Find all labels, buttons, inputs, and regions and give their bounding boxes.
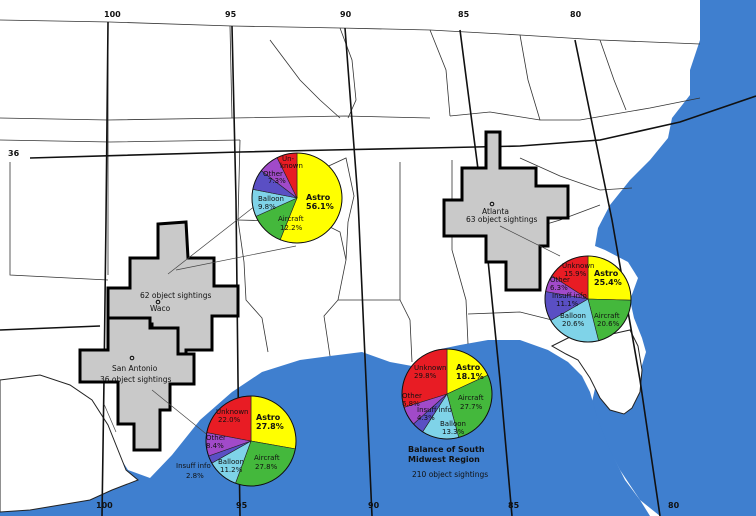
lon-label-85-top: 85 <box>458 10 470 19</box>
pie-chart-waco <box>251 152 343 244</box>
balance-sightings-label: 210 object sightings <box>412 470 488 479</box>
waco-balloon-name: Balloon <box>258 195 284 203</box>
pie-chart-san-antonio <box>205 395 297 487</box>
waco-aircraft-name: Aircraft <box>278 215 304 223</box>
lon-label-85-bottom: 85 <box>508 501 520 510</box>
atlanta-insuff-name: Insuff info <box>552 292 587 300</box>
lat-label-36: 36 <box>8 149 20 158</box>
lon-label-90-bottom: 90 <box>368 501 380 510</box>
waco-city-marker <box>155 299 161 305</box>
sa-other-pct: 8.4% <box>206 442 224 450</box>
atlanta-astro-pct: 25.4% <box>594 278 622 287</box>
bal-unknown-pct: 29.8% <box>414 372 437 380</box>
sa-insuff-name: Insuff info <box>176 462 211 470</box>
atlanta-other-name: Other <box>550 276 570 284</box>
bal-balloon-pct: 13.3% <box>442 428 465 436</box>
waco-unknown-name: Un- <box>282 155 295 163</box>
sa-astro-pct: 27.8% <box>256 422 284 431</box>
atlanta-aircraft-pct: 20.6% <box>597 320 620 328</box>
sa-unknown-name: Unknown <box>216 408 249 416</box>
san-antonio-sightings-label: 36 object sightings <box>100 375 171 384</box>
waco-name-label: Waco <box>150 304 171 313</box>
bal-balloon-name: Balloon <box>440 420 466 428</box>
waco-balloon-pct: 9.8% <box>258 203 276 211</box>
san-antonio-region <box>78 316 196 452</box>
pie-chart-balance <box>401 348 493 440</box>
waco-pie-outline <box>251 152 343 244</box>
bal-astro-pct: 18.1% <box>456 372 484 381</box>
lon-label-95-top: 95 <box>225 10 237 19</box>
sa-astro-name: Astro <box>256 413 281 422</box>
bal-other-pct: 6.8% <box>402 400 420 408</box>
pie-chart-atlanta <box>544 255 632 343</box>
atlanta-unknown-name: Unknown <box>562 262 595 270</box>
atlanta-city-marker <box>489 201 495 207</box>
pie-labels-atlanta: Astro 25.4% Aircraft 20.6% Balloon 20.6%… <box>550 262 622 328</box>
atlanta-region <box>442 130 570 292</box>
sa-aircraft-name: Aircraft <box>254 454 280 462</box>
atlanta-other-pct: 6.3% <box>550 284 568 292</box>
bal-aircraft-name: Aircraft <box>458 394 484 402</box>
lon-label-100-top: 100 <box>104 10 121 19</box>
atlanta-astro-name: Astro <box>594 269 619 278</box>
atlanta-balloon-pct: 20.6% <box>562 320 585 328</box>
balance-name-line2: Midwest Region <box>408 455 480 464</box>
bal-astro-name: Astro <box>456 363 481 372</box>
waco-astro-name: Astro <box>306 193 331 202</box>
bal-insuff-pct: 4.3% <box>417 414 435 422</box>
atlanta-pie-outline <box>544 255 632 343</box>
pie-labels-balance: Astro 18.1% Aircraft 27.7% Balloon 13.3%… <box>402 363 484 436</box>
bal-aircraft-pct: 27.7% <box>460 403 483 411</box>
san-antonio-pie-outline <box>205 395 297 487</box>
balance-pie-outline <box>401 348 493 440</box>
bal-insuff-name: Insuff info <box>417 406 452 414</box>
sa-unknown-pct: 22.0% <box>218 416 241 424</box>
lon-label-95-bottom: 95 <box>236 501 248 510</box>
pie-labels-waco: Astro 56.1% Aircraft 12.2% Balloon 9.8% … <box>258 155 334 232</box>
atlanta-insuff-pct: 11.1% <box>556 300 579 308</box>
waco-sightings-label: 62 object sightings <box>140 291 211 300</box>
sa-balloon-name: Balloon <box>218 458 244 466</box>
atlanta-unknown-pct: 15.9% <box>564 270 587 278</box>
atlanta-aircraft-name: Aircraft <box>594 312 620 320</box>
bal-other-name: Other <box>402 392 422 400</box>
sa-aircraft-pct: 27.8% <box>255 463 278 471</box>
atlanta-balloon-name: Balloon <box>560 312 586 320</box>
lon-label-90-top: 90 <box>340 10 352 19</box>
sa-balloon-pct: 11.2% <box>220 466 243 474</box>
lon-label-80-bottom: 80 <box>668 501 680 510</box>
waco-astro-pct: 56.1% <box>306 202 334 211</box>
lon-label-100-bottom: 100 <box>96 501 113 510</box>
lon-label-80-top: 80 <box>570 10 582 19</box>
atlanta-name-label: Atlanta <box>482 207 509 216</box>
waco-aircraft-pct: 12.2% <box>280 224 303 232</box>
bal-unknown-name: Unknown <box>414 364 447 372</box>
waco-other-pct: 7.3% <box>268 177 286 185</box>
sa-other-name: Other <box>206 434 226 442</box>
san-antonio-name-label: San Antonio <box>112 364 158 373</box>
waco-unknown-pct: known <box>280 162 303 170</box>
pie-labels-san-antonio: Astro 27.8% Aircraft 27.8% Balloon 11.2%… <box>176 408 284 480</box>
waco-other-name: Other <box>263 170 283 178</box>
balance-name-line1: Balance of South <box>408 445 485 454</box>
sa-insuff-pct: 2.8% <box>186 472 204 480</box>
region-labels: 62 object sightings Waco San Antonio 36 … <box>100 201 537 479</box>
graticule-labels: 100 95 90 85 80 100 95 90 85 80 36 <box>8 10 680 510</box>
san-antonio-city-marker <box>129 355 135 361</box>
atlanta-sightings-label: 63 object sightings <box>466 215 537 224</box>
mexico-land <box>0 374 139 513</box>
